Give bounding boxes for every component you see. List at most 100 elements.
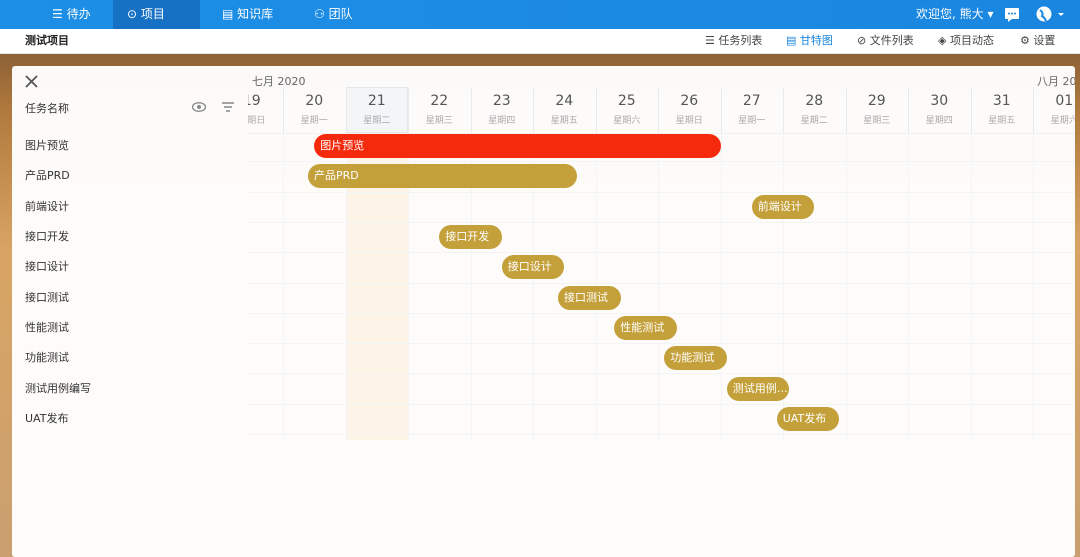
weekday: 星期六 — [1050, 116, 1075, 126]
row-line — [248, 282, 1075, 284]
column-line — [720, 133, 722, 440]
row-line — [248, 343, 1075, 345]
column-divider — [283, 87, 284, 133]
weekday: 星期六 — [613, 116, 641, 126]
nav-item[interactable]: ⚇ 团队 — [314, 7, 353, 21]
row-line — [248, 312, 1075, 314]
weekday: 星期一 — [300, 116, 328, 126]
nav-item[interactable]: ▤ 知识库 — [222, 7, 274, 21]
row-line — [248, 373, 1075, 375]
project-title: 测试项目 — [25, 34, 69, 47]
tab[interactable]: ▤ 甘特图 — [786, 34, 833, 47]
weekday: 星期日 — [675, 116, 703, 126]
project-bar: 测试项目 ☰ 任务列表 ▤ 甘特图 ⊘ 文件列表 ◈ 项目动态 ⚙ 设置 — [0, 29, 1080, 54]
column-divider — [658, 87, 659, 133]
row-line — [248, 221, 1075, 223]
column-divider — [408, 87, 409, 133]
tab[interactable]: ◈ 项目动态 — [938, 34, 994, 47]
day-number: 01 — [1055, 93, 1074, 109]
day-number: 21 — [367, 93, 386, 109]
task-bar[interactable]: 产品PRD — [308, 164, 577, 189]
task-name: 前端设计 — [25, 199, 69, 213]
language-icon[interactable] — [1036, 6, 1066, 23]
task-bar[interactable]: 功能测试 — [664, 346, 727, 371]
column-line — [908, 133, 909, 440]
top-nav: ☰ 待办 ⊙ 项目 ▤ 知识库 ⚇ 团队 欢迎您, 熊大 ▾ — [0, 0, 1080, 29]
column-line — [970, 133, 972, 440]
column-divider — [470, 87, 472, 133]
task-header: 任务名称 — [25, 102, 69, 115]
header-line — [248, 133, 1075, 134]
row-line — [248, 434, 1075, 435]
task-bar[interactable]: 图片预览 — [314, 134, 721, 159]
task-bar[interactable]: 接口开发 — [439, 225, 502, 250]
column-line — [408, 133, 409, 440]
task-bar[interactable]: 前端设计 — [751, 194, 815, 219]
nav-label: 项目 — [140, 7, 165, 21]
weekday: 星期五 — [988, 116, 1016, 126]
column-divider — [720, 87, 722, 133]
tab-label: 文件列表 — [869, 34, 914, 47]
nav-label: 团队 — [328, 7, 353, 21]
day-number: 19 — [248, 93, 261, 109]
month-label: 七月 2020 — [252, 75, 306, 88]
day-number: 29 — [867, 93, 886, 109]
user-name: 欢迎您, 熊大 — [916, 7, 984, 21]
weekday: 星期一 — [738, 116, 766, 126]
column-line — [533, 133, 534, 440]
day-number: 20 — [305, 93, 324, 109]
task-bar[interactable]: 性能测试 — [614, 315, 677, 340]
weekday: 星期三 — [863, 116, 891, 126]
weekday: 星期三 — [425, 116, 453, 126]
tab[interactable]: ⚙ 设置 — [1020, 34, 1056, 47]
task-bar[interactable]: 接口设计 — [501, 255, 565, 280]
column-line — [470, 133, 472, 440]
task-name: 产品PRD — [25, 169, 70, 183]
weekday: 星期二 — [363, 116, 391, 126]
column-divider — [345, 87, 347, 133]
nav-label: 知识库 — [237, 7, 274, 21]
tab[interactable]: ⊘ 文件列表 — [857, 34, 914, 47]
tab-label: 甘特图 — [799, 34, 833, 47]
column-line — [283, 133, 284, 440]
weekday: 星期四 — [925, 116, 953, 126]
column-divider — [908, 87, 909, 133]
weekday: 星期二 — [800, 116, 828, 126]
visibility-icon[interactable] — [192, 102, 206, 112]
task-name: 测试用例编写 — [25, 381, 91, 395]
task-bar[interactable]: 测试用例编写 — [726, 376, 790, 401]
nav-item[interactable]: ☰ 待办 — [52, 7, 91, 21]
message-icon[interactable] — [1004, 7, 1020, 22]
close-button[interactable] — [25, 75, 38, 88]
user-menu[interactable]: 欢迎您, 熊大 ▾ — [916, 7, 994, 21]
day-number: 27 — [742, 93, 761, 109]
tab-label: 项目动态 — [949, 34, 994, 47]
column-line — [345, 133, 347, 440]
nav-item[interactable]: ⊙ 项目 — [113, 0, 200, 29]
task-name: 接口设计 — [25, 260, 69, 274]
column-divider — [533, 87, 534, 133]
filter-icon[interactable] — [221, 102, 235, 112]
weekday: 星期四 — [488, 116, 516, 126]
task-bar[interactable]: 接口测试 — [558, 285, 621, 310]
column-line — [658, 133, 659, 440]
weekday: 星期日 — [248, 116, 266, 126]
nav-label: 待办 — [66, 7, 91, 21]
tab-label: 设置 — [1033, 34, 1056, 47]
task-name: UAT发布 — [25, 411, 69, 425]
column-divider — [595, 87, 597, 133]
timeline: 七月 2020 八月 2020 19 星期日 20 星期一 21 星期二 22 星期三 23 星期四 2… — [248, 66, 1075, 557]
row-line — [248, 403, 1075, 405]
column-line — [1033, 133, 1034, 440]
row-line — [248, 252, 1075, 254]
day-number: 25 — [617, 93, 636, 109]
day-number: 26 — [680, 93, 699, 109]
day-number: 31 — [992, 93, 1011, 109]
day-number: 30 — [930, 93, 949, 109]
tab-label: 任务列表 — [718, 34, 763, 47]
task-name: 接口开发 — [25, 230, 69, 244]
row-line — [248, 191, 1075, 193]
tab[interactable]: ☰ 任务列表 — [705, 34, 763, 47]
task-bar[interactable]: UAT发布 — [776, 406, 840, 431]
day-number: 24 — [555, 93, 574, 109]
